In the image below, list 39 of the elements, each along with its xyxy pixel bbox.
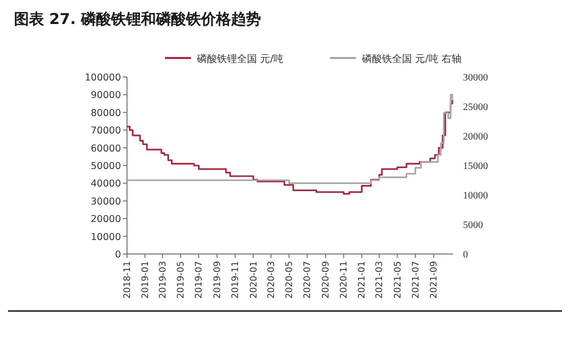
x-tick-label: 2019-05 — [176, 261, 187, 299]
y2-tick-label: 30000 — [463, 72, 488, 84]
x-tick-label: 2019-03 — [158, 261, 169, 299]
y-tick-label: 90000 — [90, 90, 121, 102]
x-tick-label: 2021-03 — [375, 261, 386, 299]
y2-tick-label: 25000 — [463, 102, 488, 113]
y2-tick-label: 15000 — [463, 161, 488, 172]
y2-tick-label: 5000 — [463, 220, 483, 231]
legend-label: 磷酸铁锂全国 元/吨 — [196, 53, 284, 65]
x-tick-label: 2019-07 — [194, 261, 205, 299]
y2-tick-label: 10000 — [463, 190, 488, 202]
y2-tick-label: 20000 — [463, 132, 488, 142]
x-tick-label: 2020-09 — [322, 260, 332, 299]
x-tick-label: 2019-09 — [213, 260, 224, 299]
x-tick-label: 2018-11 — [123, 261, 133, 299]
y2-tick-label: 0 — [463, 250, 468, 260]
x-tick-label: 2019-01 — [141, 261, 152, 299]
y-tick-label: 0 — [114, 250, 121, 260]
y-tick-label: 80000 — [90, 108, 121, 119]
x-tick-label: 2020-05 — [285, 261, 296, 299]
x-tick-label: 2020-01 — [249, 261, 260, 299]
x-tick-label: 2020-11 — [340, 261, 350, 299]
x-tick-label: 2020-03 — [267, 261, 278, 299]
y-tick-label: 40000 — [90, 178, 121, 190]
legend-label: 磷酸铁全国 元/吨 右轴 — [361, 53, 462, 65]
x-tick-label: 2021-07 — [411, 261, 422, 299]
y-tick-label: 100000 — [84, 72, 121, 84]
y-tick-label: 10000 — [90, 232, 121, 243]
x-tick-label: 2021-05 — [393, 261, 404, 299]
y-tick-label: 30000 — [90, 196, 121, 208]
chart-title: 图表 27. 磷酸铁锂和磷酸铁价格趋势 — [14, 10, 262, 28]
y-tick-label: 50000 — [90, 161, 121, 172]
x-tick-label: 2020-07 — [303, 261, 314, 299]
x-tick-label: 2019-11 — [231, 261, 242, 299]
y-tick-label: 20000 — [90, 214, 121, 226]
x-tick-label: 2021-09 — [430, 260, 440, 299]
y-tick-label: 60000 — [90, 143, 121, 154]
y-tick-label: 70000 — [90, 126, 121, 137]
x-tick-label: 2021-01 — [358, 261, 368, 299]
